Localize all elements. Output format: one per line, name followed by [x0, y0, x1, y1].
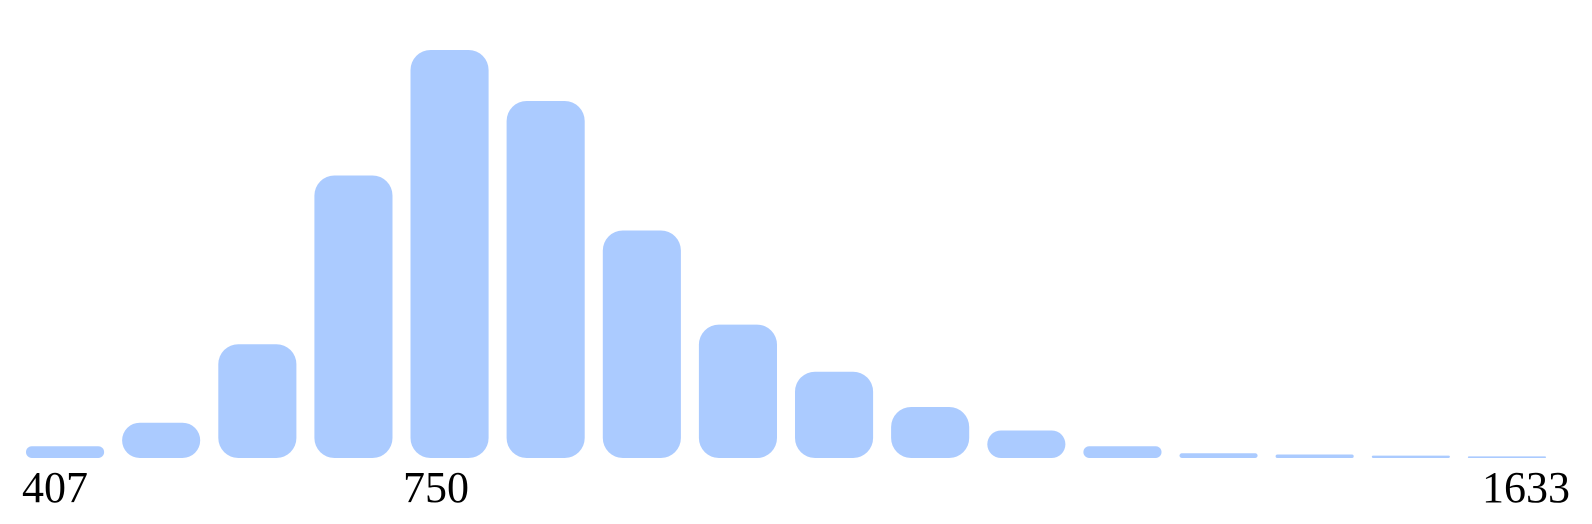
- histogram-bar-14: [1275, 454, 1354, 458]
- histogram-bar-5: [410, 50, 489, 458]
- tick-label-max: 1633: [1482, 463, 1570, 512]
- histogram-bar-2: [122, 422, 201, 458]
- histogram-bar-10: [891, 407, 970, 458]
- tick-label-min: 407: [22, 463, 88, 512]
- histogram-bar-9: [795, 371, 874, 458]
- histogram-bar-1: [26, 446, 105, 458]
- histogram-bar-15: [1371, 455, 1450, 458]
- tick-labels-group: 407 750 1633: [22, 463, 1570, 512]
- bars-group: [26, 50, 1546, 458]
- histogram-bar-13: [1179, 453, 1258, 458]
- histogram-bar-7: [602, 230, 681, 458]
- histogram-bar-8: [698, 324, 777, 458]
- histogram-bar-3: [218, 344, 297, 458]
- histogram-bar-11: [987, 430, 1066, 458]
- histogram-bar-12: [1083, 446, 1162, 458]
- histogram-bar-6: [506, 101, 585, 458]
- histogram-bar-4: [314, 175, 393, 458]
- tick-label-mid: 750: [403, 463, 469, 512]
- histogram-bar-16: [1467, 456, 1546, 458]
